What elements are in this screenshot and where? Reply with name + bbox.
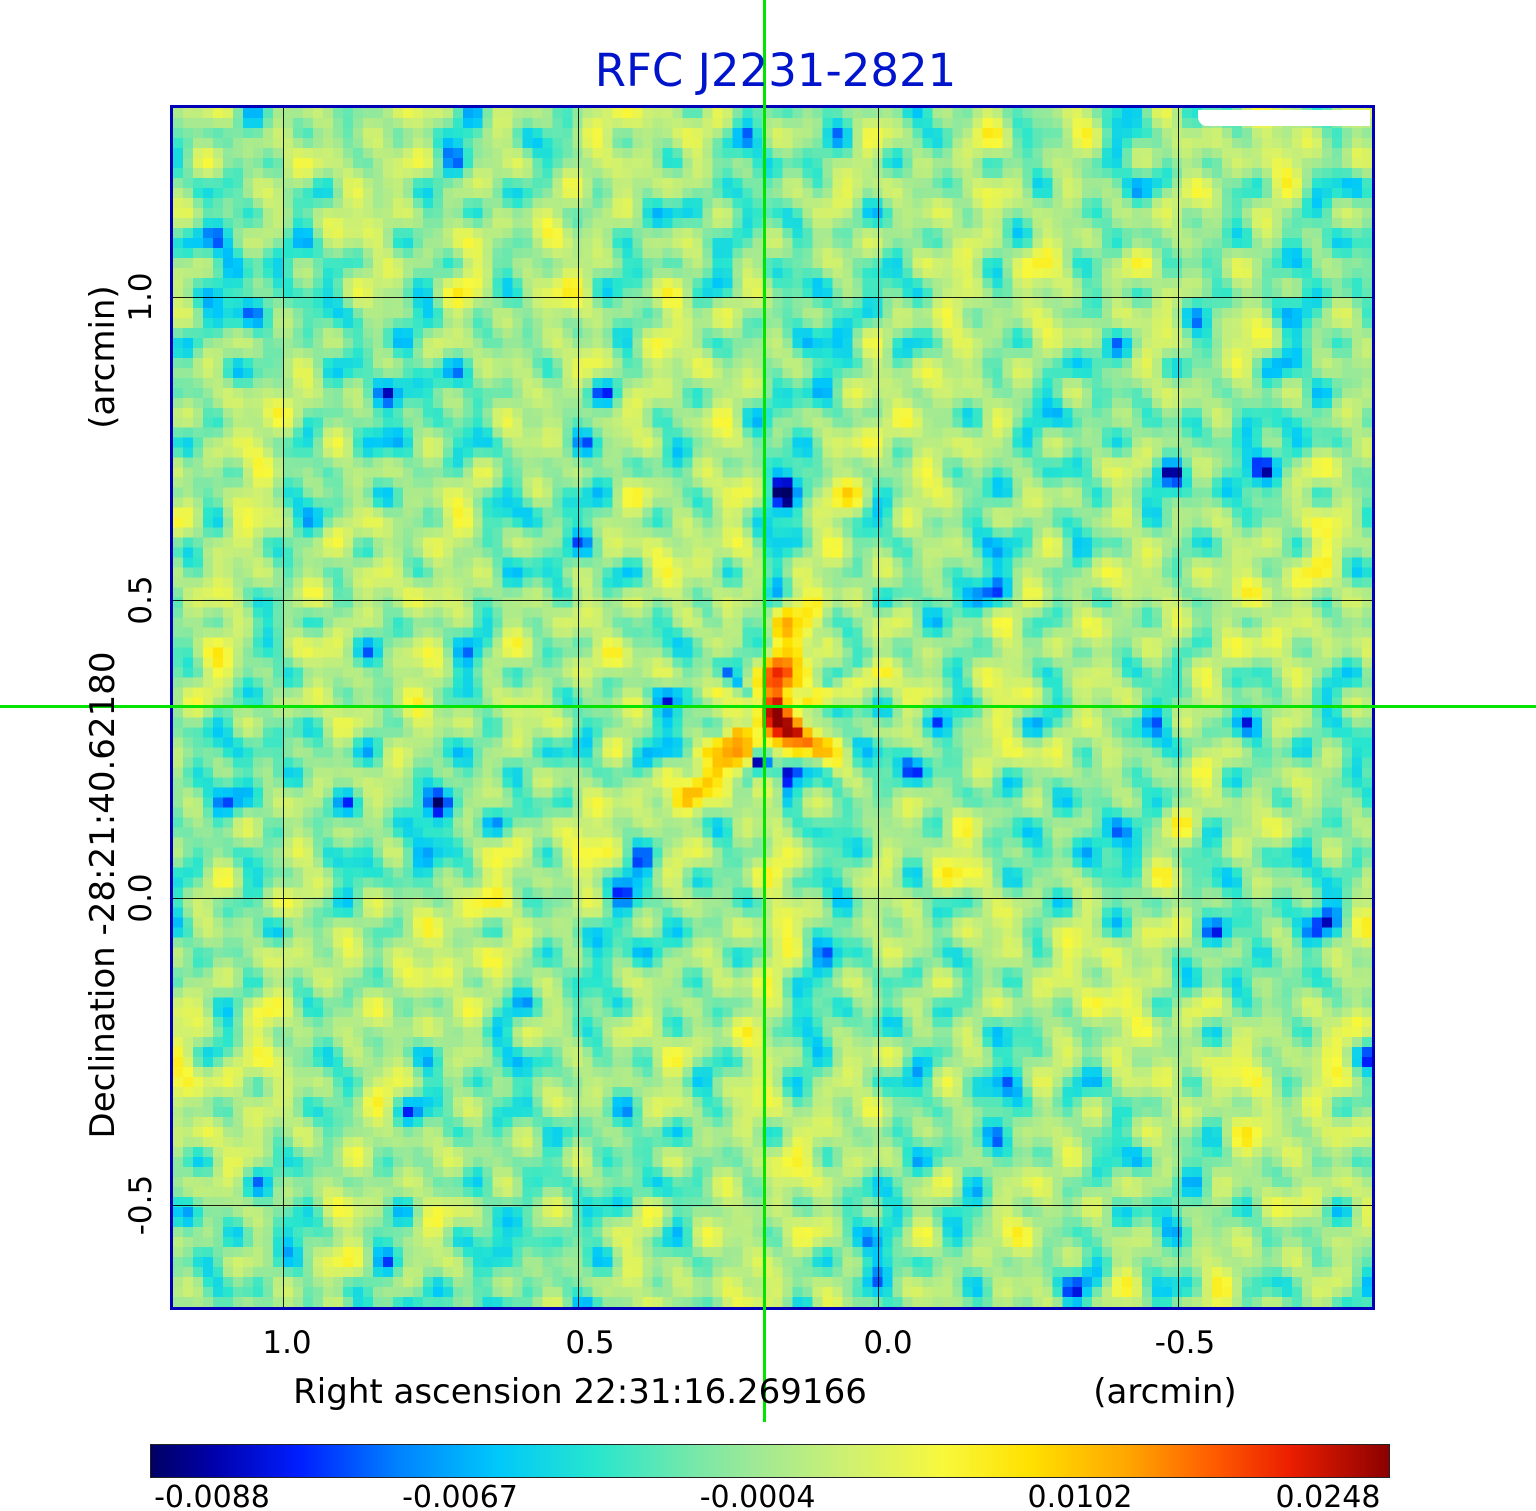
crosshair-horizontal-line	[0, 705, 1536, 708]
gridline-horizontal	[173, 1205, 1372, 1206]
colorbar-labels: -0.0088 -0.0067 -0.0004 0.0102 0.0248	[150, 1480, 1390, 1511]
x-tick-label: 0.0	[863, 1325, 913, 1361]
gridline-horizontal	[173, 297, 1372, 298]
colorbar-tick-label: -0.0088	[154, 1480, 270, 1511]
x-tick-label: -0.5	[1154, 1325, 1216, 1361]
y-tick-label: 0.5	[123, 575, 159, 625]
colorbar-tick-label: -0.0004	[699, 1480, 816, 1511]
y-axis-label: Declination -28:21:40.62180	[83, 651, 123, 1139]
gridline-horizontal	[173, 898, 1372, 899]
gridline-horizontal	[173, 600, 1372, 601]
y-axis-unit-label: (arcmin)	[83, 285, 123, 429]
colorbar-tick-label: 0.0248	[1275, 1480, 1381, 1511]
colorbar-tick-label: 0.0102	[1027, 1480, 1133, 1511]
colorbar-gradient	[150, 1444, 1390, 1478]
crosshair-vertical-line	[763, 0, 766, 1422]
y-tick-label: -0.5	[123, 1174, 159, 1236]
x-tick-label: 0.5	[565, 1325, 615, 1361]
y-tick-label: 0.0	[123, 873, 159, 923]
x-axis-label: Right ascension 22:31:16.269166	[293, 1372, 867, 1412]
figure-title: RFC J2231-2821	[594, 44, 957, 97]
y-tick-label: 1.0	[123, 272, 159, 322]
x-tick-label: 1.0	[262, 1325, 312, 1361]
x-axis-unit-label: (arcmin)	[1093, 1372, 1237, 1412]
blanked-region	[1198, 110, 1370, 126]
colorbar-tick-label: -0.0067	[402, 1480, 518, 1511]
